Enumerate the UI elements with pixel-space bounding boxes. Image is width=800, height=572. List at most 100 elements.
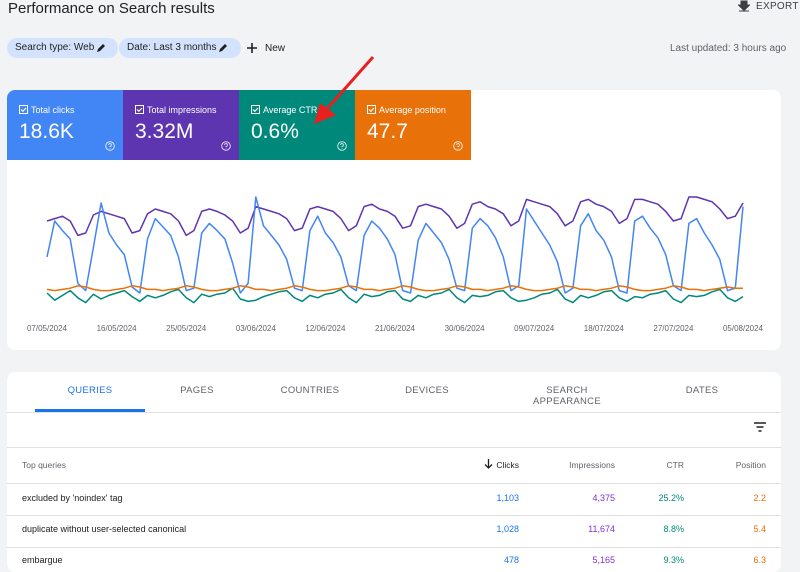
card-label: Average CTR [263,105,318,115]
column-header: Top queries [22,460,66,470]
filter-chip[interactable]: Search type: Web [7,38,119,58]
tab[interactable]: DATES [685,385,719,396]
metric-cell: 478 [503,555,519,565]
export-icon[interactable] [738,0,750,12]
x-tick-label: 03/06/2024 [236,324,277,333]
tab[interactable]: SEARCH APPEARANCE [533,385,601,407]
table-panel [7,372,781,572]
active-tab-indicator [35,409,145,412]
x-tick-label: 21/06/2024 [375,324,416,333]
checkbox-box [251,105,260,114]
card-label: Total clicks [31,105,75,115]
help-mark [340,143,344,149]
x-tick-label: 09/07/2024 [514,324,555,333]
new-filter[interactable]: New [265,43,286,54]
help-circle [453,141,463,151]
metric-card[interactable]: Average CTR 0.6% [239,90,355,160]
help-mark [224,143,228,149]
sort-icon [484,459,493,469]
last-updated: Last updated: 3 hours ago [670,43,787,54]
series-line [46,285,743,292]
card-label: Total impressions [147,105,217,115]
divider [7,447,781,448]
metric-card[interactable]: Total clicks 18.6K [7,90,123,160]
annotation-arrow [324,56,375,111]
series-line [46,196,744,294]
tab[interactable]: DEVICES [405,385,449,396]
plus-icon[interactable] [247,43,257,53]
metric-cell: 6.3 [753,555,766,565]
x-tick-label: 12/06/2024 [305,324,346,333]
metric-card[interactable]: Total impressions 3.32M [123,90,239,160]
column-header: Position [735,460,766,470]
checkbox-check [252,107,259,113]
help-icon[interactable] [453,141,463,151]
help-icon[interactable] [337,141,347,151]
x-tick-label: 27/07/2024 [653,324,694,333]
metric-cell: 11,674 [588,524,615,534]
checkbox[interactable] [251,105,260,114]
x-tick-label: 07/05/2024 [27,324,68,333]
checkbox[interactable] [19,105,28,114]
checkbox-check [136,107,143,113]
checkbox-box [367,105,376,114]
checkbox-check [20,107,27,113]
help-icon[interactable] [105,141,115,151]
card-value: 47.7 [367,120,408,143]
help-icon[interactable] [221,141,231,151]
edit-icon [219,44,227,52]
export-button[interactable]: EXPORT [756,1,799,12]
filter-chip[interactable]: Date: Last 3 months [119,38,241,58]
chart: 07/05/2024 16/05/2024 25/05/2024 03/06/2024… [27,56,764,333]
help-circle [337,141,347,151]
edit-icon [97,44,105,52]
metric-cell: 5,165 [592,555,615,565]
checkbox-check [368,107,375,113]
column-header: Impressions [569,460,615,470]
column-header: Clicks [496,460,519,470]
card-value: 0.6% [251,120,299,143]
metric-cell: 9.3% [663,555,684,565]
checkbox-box [135,105,144,114]
metric-cell: 1,028 [496,524,519,534]
query-cell[interactable]: duplicate without user-selected canonica… [22,524,187,534]
divider [7,412,781,413]
series-line [46,287,744,304]
divider [7,515,781,516]
x-tick-label: 25/05/2024 [166,324,207,333]
card-label: Average position [379,105,446,115]
page-title: Performance on Search results [8,0,215,17]
help-mark [456,143,460,149]
checkbox[interactable] [367,105,376,114]
x-tick-label: 05/08/2024 [723,324,764,333]
help-circle [105,141,115,151]
metric-cell: 5.4 [753,524,766,534]
tab[interactable]: COUNTRIES [280,385,340,396]
metric-cell: 4,375 [592,493,615,503]
series-line [46,196,744,237]
x-tick-label: 30/06/2024 [445,324,486,333]
tab[interactable]: QUERIES [67,385,113,396]
checkbox[interactable] [135,105,144,114]
checkbox-box [19,105,28,114]
card-value: 3.32M [135,120,194,143]
query-cell[interactable]: embargue [22,555,63,565]
tab[interactable]: PAGES [180,385,214,396]
card-value: 18.6K [19,120,74,143]
metric-cell: 1,103 [496,493,519,503]
metric-card[interactable]: Average position 47.7 [355,90,471,160]
x-tick-label: 16/05/2024 [97,324,138,333]
filter-icon[interactable] [754,422,766,432]
annotation-arrowhead [314,103,336,124]
divider [7,547,781,548]
divider [7,483,781,484]
help-circle [221,141,231,151]
help-mark [108,143,112,149]
metric-cell: 8.8% [663,524,684,534]
column-header: CTR [666,460,684,470]
metric-cell: 25.2% [658,493,684,503]
query-cell[interactable]: excluded by 'noindex' tag [22,493,123,503]
metric-cell: 2.2 [753,493,766,503]
x-tick-label: 18/07/2024 [584,324,625,333]
